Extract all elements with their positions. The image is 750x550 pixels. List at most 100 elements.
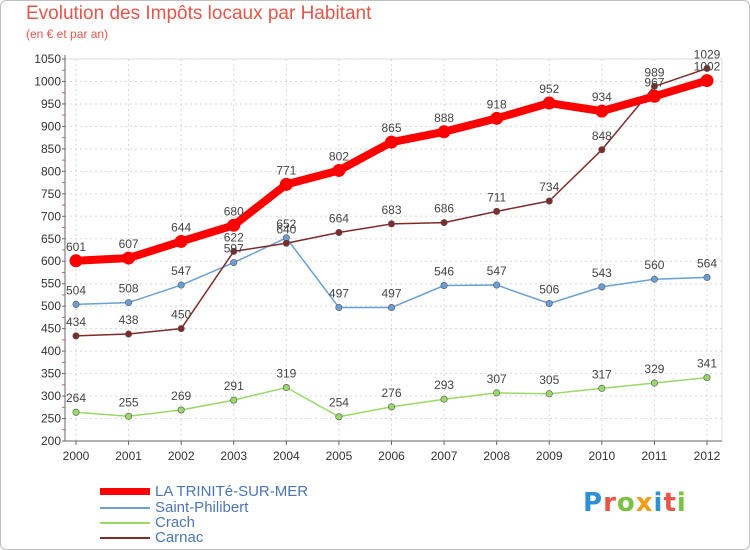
chart-title: Evolution des Impôts locaux par Habitant — [26, 3, 372, 24]
data-point-2 — [598, 384, 606, 392]
y-tick-label: 1000 — [34, 74, 61, 88]
data-point-2 — [387, 403, 395, 411]
data-point-2 — [282, 384, 290, 392]
data-label-0: 865 — [381, 121, 401, 135]
proxiti-logo: Proxiti — [583, 488, 687, 518]
y-tick-label: 400 — [41, 344, 61, 358]
legend-label-carnac: Carnac — [155, 529, 204, 546]
data-label-1: 497 — [329, 287, 349, 301]
data-point-3 — [230, 247, 238, 255]
data-label-0: 771 — [276, 163, 296, 177]
data-point-3 — [125, 330, 133, 338]
data-point-0 — [122, 251, 136, 265]
data-label-1: 504 — [66, 283, 86, 297]
plot-area — [64, 58, 723, 442]
data-point-3 — [387, 220, 395, 228]
data-point-3 — [493, 207, 501, 215]
x-tick-label: 2001 — [115, 449, 142, 463]
data-point-3 — [440, 219, 448, 227]
x-tick-label: 2011 — [642, 449, 668, 463]
data-label-0: 918 — [487, 97, 507, 111]
y-tick-label: 650 — [41, 232, 61, 246]
legend-label-saint-philibert: Saint-Philibert — [155, 499, 249, 516]
data-label-2: 305 — [539, 373, 559, 387]
data-point-0 — [490, 111, 504, 125]
y-tick-label: 600 — [41, 254, 61, 268]
data-label-3: 683 — [381, 203, 401, 217]
data-point-1 — [177, 281, 185, 289]
data-label-2: 307 — [487, 372, 507, 386]
data-point-2 — [177, 406, 185, 414]
data-point-0 — [227, 218, 241, 232]
data-point-3 — [177, 325, 185, 333]
legend-item-saint-philibert: Saint-Philibert — [100, 499, 400, 516]
legend-item-carnac: Carnac — [100, 529, 400, 546]
data-point-2 — [335, 413, 343, 421]
data-point-0 — [279, 177, 293, 191]
data-label-2: 291 — [224, 379, 244, 393]
data-point-3 — [598, 146, 606, 154]
data-label-2: 255 — [119, 395, 139, 409]
x-tick-label: 2007 — [431, 449, 458, 463]
data-label-0: 680 — [224, 204, 244, 218]
legend-label-la-trinite: LA TRINITé-SUR-MER — [155, 483, 309, 500]
data-point-1 — [335, 304, 343, 312]
data-label-0: 802 — [329, 149, 349, 163]
legend-swatch-la-trinite — [100, 488, 150, 495]
y-tick-label: 950 — [41, 97, 61, 111]
x-tick-label: 2010 — [588, 449, 615, 463]
data-label-1: 543 — [592, 266, 612, 280]
data-point-0 — [595, 104, 609, 118]
data-point-1 — [230, 259, 238, 267]
y-tick-label: 250 — [41, 412, 61, 426]
legend-swatch-carnac — [100, 537, 150, 539]
data-point-2 — [230, 396, 238, 404]
data-label-0: 1002 — [694, 60, 721, 74]
legend-item-la-trinite: LA TRINITé-SUR-MER — [100, 483, 400, 500]
y-tick-label: 900 — [41, 119, 61, 133]
y-tick-label: 500 — [41, 299, 61, 313]
logo-letter: r — [603, 488, 617, 518]
data-label-1: 652 — [276, 217, 296, 231]
data-point-0 — [700, 74, 714, 88]
data-point-2 — [440, 395, 448, 403]
data-point-3 — [282, 239, 290, 247]
data-label-1: 506 — [539, 282, 559, 296]
data-point-2 — [703, 374, 711, 382]
logo-letter: P — [583, 488, 604, 518]
legend-item-crach: Crach — [100, 514, 400, 531]
x-tick-label: 2009 — [536, 449, 563, 463]
data-point-1 — [493, 281, 501, 289]
data-point-2 — [72, 408, 80, 416]
data-point-1 — [703, 273, 711, 281]
data-label-2: 329 — [644, 362, 664, 376]
data-label-1: 546 — [434, 265, 454, 279]
data-label-2: 317 — [592, 367, 612, 381]
data-label-1: 564 — [697, 256, 717, 270]
data-point-2 — [493, 389, 501, 397]
data-point-1 — [650, 275, 658, 283]
data-point-1 — [545, 299, 553, 307]
data-label-1: 547 — [171, 264, 191, 278]
data-point-0 — [542, 96, 556, 110]
data-label-3: 622 — [224, 230, 244, 244]
data-label-3: 1029 — [694, 47, 721, 61]
y-tick-label: 750 — [41, 187, 61, 201]
data-label-3: 711 — [487, 190, 506, 204]
y-tick-label: 800 — [41, 164, 61, 178]
data-point-2 — [545, 390, 553, 398]
x-tick-label: 2002 — [168, 449, 195, 463]
data-label-3: 686 — [434, 202, 454, 216]
x-tick-label: 2012 — [694, 449, 721, 463]
data-point-0 — [647, 89, 661, 103]
y-tick-label: 1050 — [34, 52, 61, 66]
y-tick-label: 350 — [41, 367, 61, 381]
data-label-3: 989 — [644, 65, 664, 79]
legend-swatch-saint-philibert — [100, 507, 150, 509]
data-point-2 — [125, 412, 133, 420]
y-tick-label: 200 — [41, 434, 61, 448]
data-label-0: 952 — [539, 82, 559, 96]
data-point-0 — [385, 135, 398, 149]
logo-letter: i — [653, 488, 664, 518]
